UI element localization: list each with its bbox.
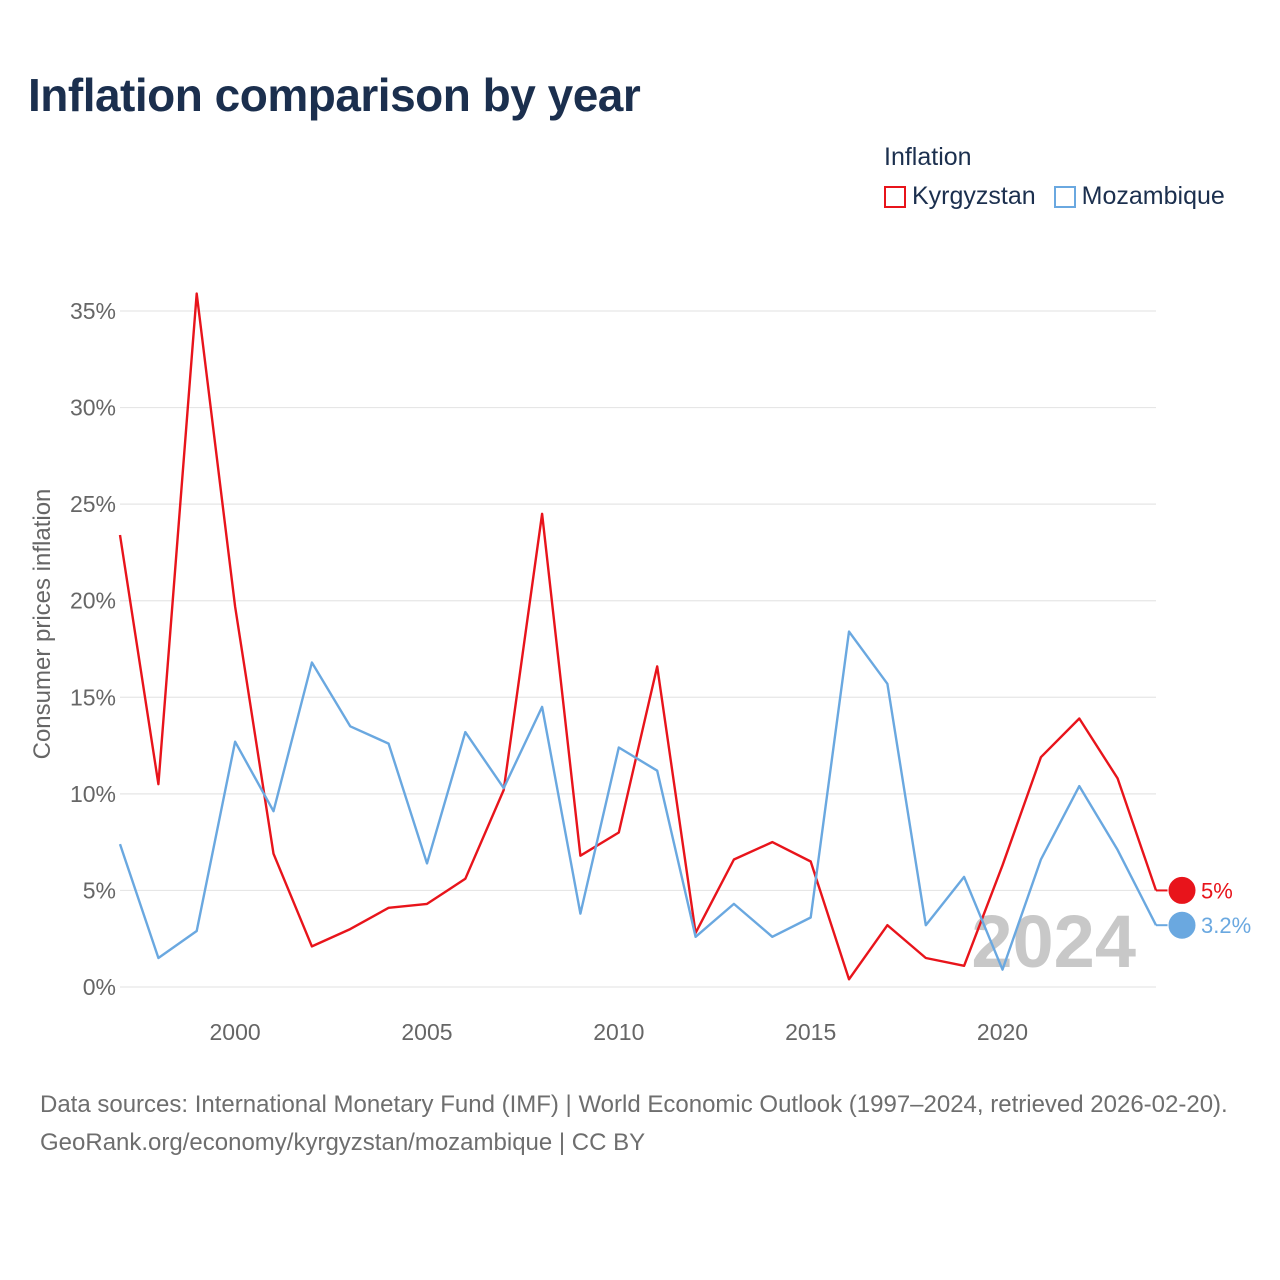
legend-item-mozambique[interactable]: Mozambique <box>1053 182 1225 211</box>
line-chart: 0% 5% 10% 15% 20% 25% 30% 35% 2000 2005 2010 2015 20… <box>29 292 1251 1045</box>
source-note: Data sources: International Monetary Fun… <box>40 1086 1250 1162</box>
x-tick-label: 2010 <box>593 1019 644 1045</box>
y-tick-label: 25% <box>70 491 116 517</box>
y-tick-label: 5% <box>83 877 116 903</box>
legend-label-mozambique: Mozambique <box>1081 182 1225 210</box>
y-tick-label: 0% <box>83 974 116 1000</box>
y-axis-title: Consumer prices inflation <box>29 489 56 760</box>
flag-marker-mozambique <box>1167 910 1197 940</box>
year-watermark: 2024 <box>971 900 1136 983</box>
source-line-2: GeoRank.org/economy/kyrgyzstan/mozambiqu… <box>40 1129 646 1156</box>
y-tick-label: 10% <box>70 781 116 807</box>
y-tick-label: 30% <box>70 395 116 421</box>
legend: Inflation Kyrgyzstan Mozambique <box>884 143 1225 211</box>
legend-swatch-kyrgyzstan <box>884 185 906 208</box>
legend-label-kyrgyzstan: Kyrgyzstan <box>912 182 1036 210</box>
end-label-mozambique: 3.2% <box>1201 913 1251 938</box>
chart-title: Inflation comparison by year <box>28 69 641 121</box>
end-label-kyrgyzstan: 5% <box>1201 878 1233 903</box>
x-tick-label: 2020 <box>977 1019 1028 1045</box>
flag-marker-kyrgyzstan <box>1167 875 1197 905</box>
y-tick-label: 15% <box>70 684 116 710</box>
x-tick-label: 2005 <box>401 1019 452 1045</box>
series-line-mozambique <box>118 630 1158 971</box>
legend-title: Inflation <box>884 143 972 171</box>
y-tick-label: 20% <box>70 588 116 614</box>
source-line-1: Data sources: International Monetary Fun… <box>40 1091 1228 1118</box>
y-tick-label: 35% <box>70 298 116 324</box>
legend-swatch-mozambique <box>1053 185 1076 208</box>
series-line-kyrgyzstan <box>118 292 1158 981</box>
legend-item-kyrgyzstan[interactable]: Kyrgyzstan <box>884 182 1036 211</box>
x-tick-label: 2000 <box>210 1019 261 1045</box>
x-tick-label: 2015 <box>785 1019 836 1045</box>
